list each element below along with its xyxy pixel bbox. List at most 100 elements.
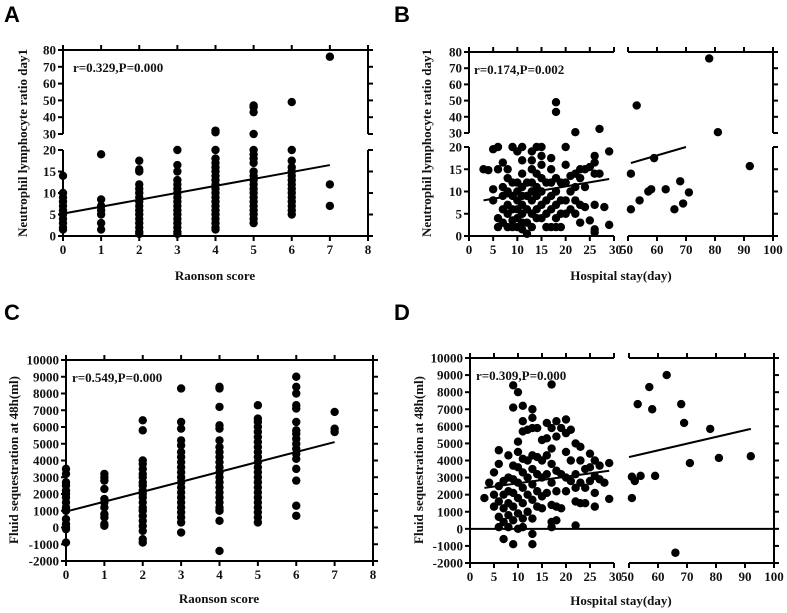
x-tick-label: 6: [289, 242, 296, 257]
data-point: [547, 380, 556, 389]
y-tick-label: 20: [449, 140, 462, 155]
y-tick-label: 0: [50, 229, 57, 244]
y-tick-label: 8000: [33, 386, 59, 401]
y-tick-label: 30: [449, 126, 462, 141]
data-point: [537, 160, 546, 169]
x-tick-label: 50: [621, 569, 634, 584]
data-point: [557, 504, 566, 513]
data-point: [561, 415, 571, 424]
data-point: [176, 417, 186, 427]
x-tick-label: 0: [60, 242, 67, 257]
data-point: [635, 196, 644, 205]
data-point: [61, 469, 71, 479]
y-tick-label: -1000: [29, 537, 59, 552]
y-tick-label: 20: [43, 143, 56, 158]
data-point: [566, 456, 575, 465]
x-tick-label: 2: [136, 242, 143, 257]
y-axis-title-c: Fluid sequestration at 48h(ml): [6, 376, 21, 544]
data-point: [215, 384, 224, 393]
data-point: [679, 418, 689, 428]
data-point: [561, 178, 570, 187]
data-point: [215, 436, 224, 445]
data-point: [645, 382, 654, 392]
x-tick-label: 15: [535, 242, 549, 257]
data-point: [552, 487, 561, 496]
regression-line: [628, 427, 752, 459]
x-tick-label: 15: [536, 569, 550, 584]
data-point: [580, 202, 590, 212]
data-point: [595, 124, 604, 134]
data-point: [518, 514, 527, 523]
y-tick-label: -2000: [433, 556, 463, 571]
data-point: [630, 476, 639, 486]
data-point: [517, 142, 527, 152]
x-tick-label: 6: [293, 567, 300, 582]
x-tick-label: 25: [584, 569, 598, 584]
y-tick-label: 40: [449, 109, 462, 124]
data-point: [714, 453, 724, 463]
x-tick-label: 7: [327, 242, 334, 257]
data-point: [249, 107, 258, 117]
x-tick-label: 7: [331, 567, 338, 582]
data-point: [292, 372, 301, 381]
x-tick-label: 2: [140, 567, 147, 582]
data-point: [585, 449, 595, 458]
data-point: [576, 442, 585, 452]
data-point: [571, 127, 580, 137]
data-point: [528, 529, 537, 539]
data-point: [509, 403, 518, 412]
data-point: [590, 200, 599, 210]
y-axis-title-b: Neutrophil lymphocyte ratio day1: [419, 49, 434, 237]
data-point: [499, 534, 508, 544]
data-point: [542, 488, 551, 498]
data-point: [215, 516, 224, 525]
y-tick-label: 15: [449, 162, 463, 177]
x-tick-label: 5: [490, 242, 497, 257]
y-tick-label: 1000: [33, 503, 59, 518]
y-tick-label: 5000: [437, 436, 463, 451]
data-point: [138, 538, 147, 547]
data-point: [513, 437, 523, 446]
data-point: [581, 499, 590, 508]
y-tick-label: 50: [449, 93, 462, 108]
y-tick-label: 30: [43, 127, 56, 142]
x-tick-label: 0: [467, 569, 474, 584]
y-tick-label: 0: [457, 521, 464, 536]
data-point: [590, 158, 599, 167]
data-point: [604, 147, 614, 156]
data-point: [595, 461, 604, 470]
data-point: [647, 185, 656, 194]
data-point: [547, 478, 556, 487]
data-point: [503, 165, 512, 174]
data-point: [585, 216, 595, 225]
data-point: [561, 196, 570, 205]
y-tick-label: 15: [43, 164, 57, 179]
data-point: [211, 145, 220, 155]
x-tick-label: 8: [365, 242, 372, 257]
data-point: [176, 528, 186, 537]
correlation-annotation-a: r=0.329,P=0.000: [73, 60, 163, 75]
y-tick-label: 9000: [33, 369, 59, 384]
data-point: [292, 389, 301, 398]
x-axis-title-a: Raonson score: [175, 268, 256, 283]
data-point: [489, 490, 499, 499]
data-point: [633, 399, 642, 409]
x-tick-label: 25: [583, 242, 597, 257]
data-point: [58, 171, 68, 180]
panel-letter-c: C: [4, 300, 20, 325]
data-point: [176, 424, 186, 433]
x-tick-label: 3: [178, 567, 185, 582]
data-point: [713, 127, 723, 137]
data-point: [556, 222, 566, 232]
regression-line: [630, 146, 687, 164]
data-point: [528, 514, 537, 523]
y-tick-label: 0: [53, 520, 60, 535]
data-point: [249, 129, 258, 139]
y-tick-label: 4000: [437, 453, 463, 468]
y-tick-label: 6000: [33, 420, 59, 435]
data-point: [576, 456, 585, 465]
data-point: [513, 447, 523, 457]
data-point: [135, 156, 144, 165]
data-point: [685, 458, 695, 468]
